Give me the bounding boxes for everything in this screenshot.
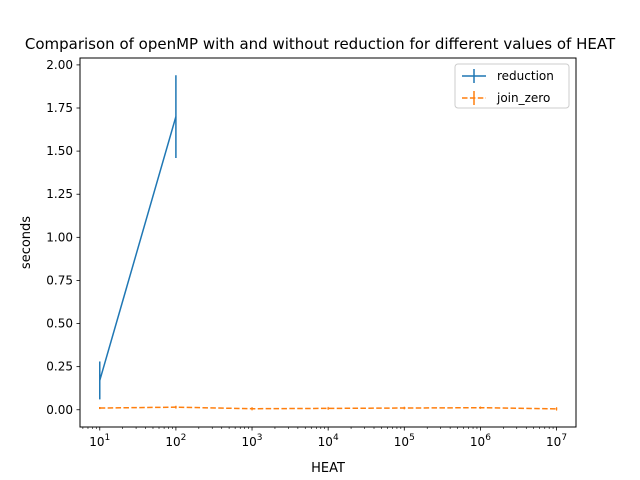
y-tick-label: 2.00 [46,58,73,72]
x-axis-ticks: 101 102 103 104 105 106 107 [82,427,567,449]
x-tick-label: 102 [165,433,186,449]
chart-title: Comparison of openMP with and without re… [25,35,616,53]
y-tick-label: 0.50 [46,317,73,331]
x-tick-label: 105 [394,433,415,449]
legend-label-reduction: reduction [497,69,554,83]
y-axis-label: seconds [19,216,34,269]
x-axis-label: HEAT [311,461,345,476]
y-tick-label: 0.25 [46,360,73,374]
x-tick-label: 106 [470,433,491,449]
y-axis-ticks: 0.00 0.25 0.50 0.75 1.00 1.25 1.50 1.75 2.00 [46,58,80,417]
legend-box [454,63,570,109]
y-tick-label: 1.75 [46,101,73,115]
x-tick-label: 101 [89,433,110,449]
x-tick-label: 107 [546,433,567,449]
y-tick-label: 1.50 [46,144,73,158]
series-line-reduction [99,116,177,381]
plot-area-marks [99,75,558,411]
y-tick-label: 1.00 [46,230,73,244]
legend-label-join_zero: join_zero [496,91,550,105]
y-tick-label: 0.75 [46,273,73,287]
x-tick-label: 104 [318,433,339,449]
y-tick-label: 1.25 [46,187,73,201]
x-tick-label: 103 [242,433,263,449]
axes-frame [79,57,577,428]
legend: reduction join_zero [454,63,570,109]
y-tick-label: 0.00 [46,403,73,417]
